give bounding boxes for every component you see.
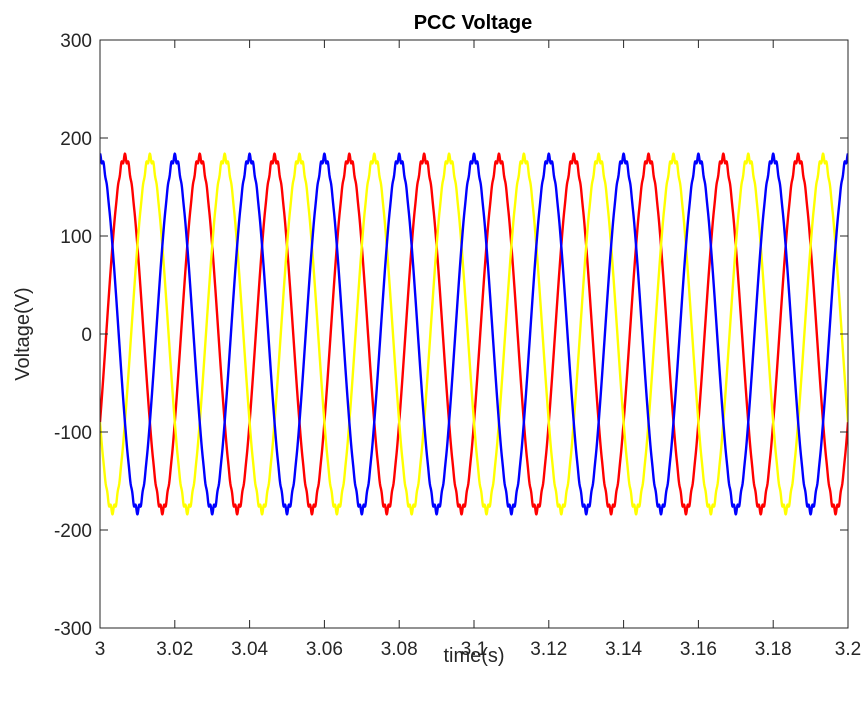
y-tick-label: 200 (60, 129, 92, 150)
chart-title: PCC Voltage (414, 12, 533, 34)
x-tick-label: 3.08 (381, 639, 418, 660)
y-tick-label: 100 (60, 227, 92, 248)
series-line-2 (100, 152, 848, 516)
y-tick-label: -200 (54, 521, 92, 542)
x-tick-label: 3.14 (605, 639, 642, 660)
x-tick-label: 3.04 (231, 639, 268, 660)
plot-area: 3 3.02 3.04 3.06 3.08 3.1 3.12 3.14 3.16 3.18 3.2 -… (54, 31, 861, 660)
plot-frame (99, 39, 849, 629)
x-tick-label: 3.02 (156, 639, 193, 660)
y-tick-label: 300 (60, 31, 92, 52)
x-tick-label: 3 (95, 639, 106, 660)
y-axis-label: Voltage(V) (12, 287, 34, 380)
x-tick-label: 3.06 (306, 639, 343, 660)
x-tick-label: 3.2 (835, 639, 861, 660)
y-tick-label: 0 (81, 325, 92, 346)
x-tick-label: 3.16 (680, 639, 717, 660)
y-tick-label: -100 (54, 423, 92, 444)
series-line-3 (100, 152, 848, 516)
x-tick-label: 3.12 (530, 639, 567, 660)
x-axis-label: time(s) (443, 645, 504, 667)
series-line-1 (100, 152, 848, 516)
x-tick-label: 3.18 (755, 639, 792, 660)
y-tick-label: -300 (54, 619, 92, 640)
x-tick-label: 3.1 (461, 639, 487, 660)
